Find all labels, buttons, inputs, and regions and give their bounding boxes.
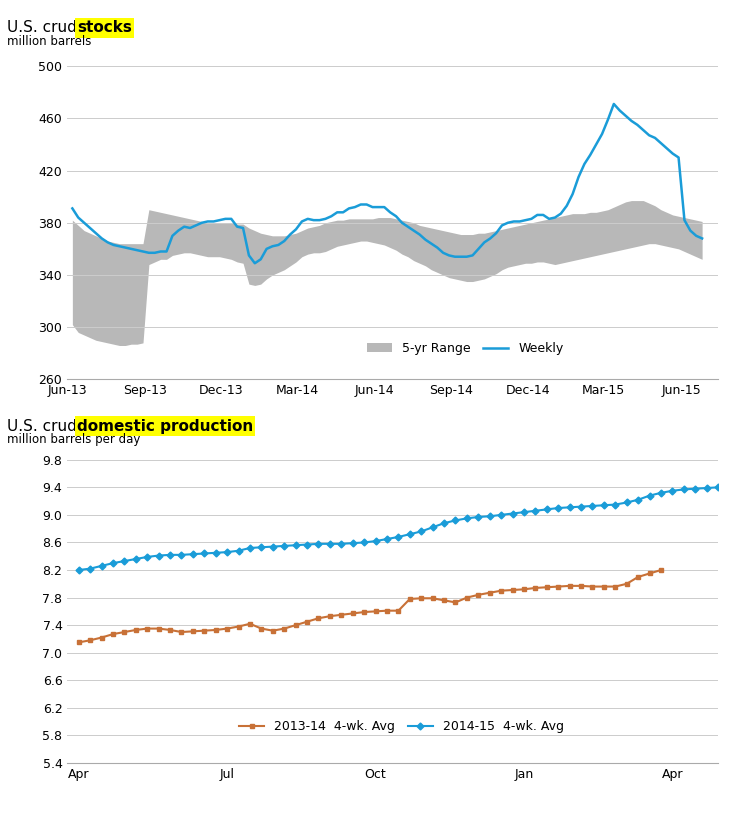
- Text: million barrels: million barrels: [7, 35, 92, 48]
- Text: domestic production: domestic production: [77, 419, 254, 433]
- Text: U.S. crude oil: U.S. crude oil: [7, 419, 114, 433]
- Legend: 5-yr Range, Weekly: 5-yr Range, Weekly: [362, 337, 568, 360]
- Text: million barrels per day: million barrels per day: [7, 433, 141, 446]
- Legend: 2013-14  4-wk. Avg, 2014-15  4-wk. Avg: 2013-14 4-wk. Avg, 2014-15 4-wk. Avg: [234, 715, 568, 738]
- Text: stocks: stocks: [77, 20, 132, 35]
- Text: U.S. crude oil: U.S. crude oil: [7, 20, 114, 35]
